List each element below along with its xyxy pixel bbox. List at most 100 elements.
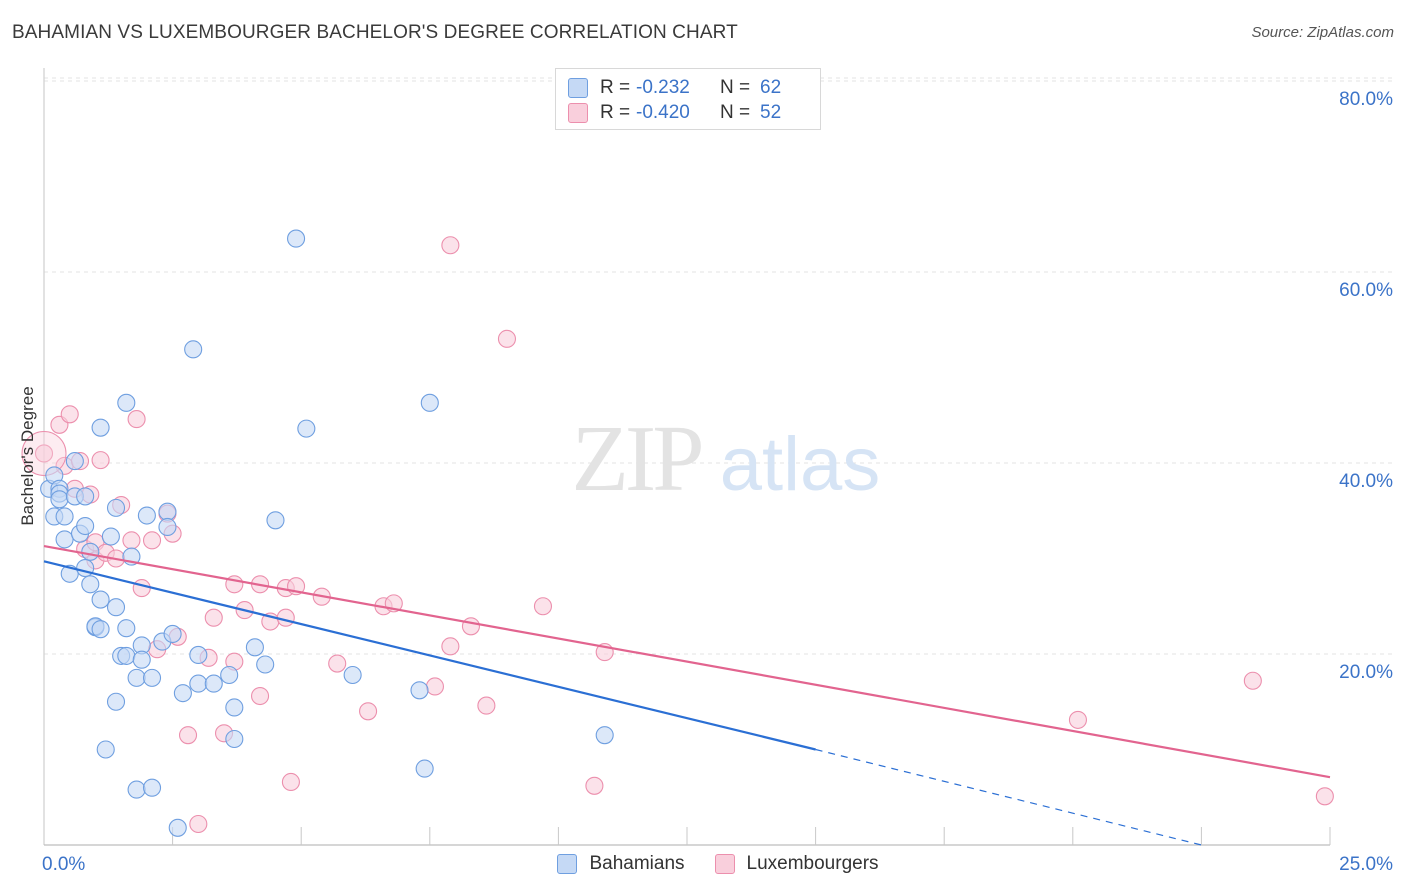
- point-bahamians: [220, 665, 239, 685]
- point-bahamians: [158, 517, 177, 537]
- point-luxembourgers: [178, 726, 198, 745]
- tick-labels: 20.0% 40.0% 60.0% 80.0% 0.0% 25.0%: [42, 89, 1393, 875]
- point-bahamians: [245, 638, 264, 657]
- n-label: N =: [720, 102, 751, 123]
- point-bahamians: [101, 527, 120, 546]
- point-luxembourgers: [250, 686, 270, 706]
- point-bahamians: [55, 530, 74, 549]
- legend-label-luxembourgers: Luxembourgers: [746, 853, 879, 874]
- point-bahamians: [106, 692, 126, 711]
- point-bahamians: [142, 778, 162, 797]
- point-bahamians: [142, 668, 162, 687]
- point-bahamians: [287, 229, 306, 248]
- watermark: ZIP atlas: [572, 407, 881, 511]
- point-bahamians: [137, 506, 156, 525]
- point-bahamians: [415, 759, 434, 778]
- point-bahamians: [127, 668, 146, 687]
- point-bahamians: [256, 655, 275, 674]
- point-bahamians: [189, 674, 208, 693]
- legend-label-bahamians: Bahamians: [589, 853, 685, 874]
- y-tick-label: 40.0%: [1339, 471, 1393, 492]
- r-value: -0.420: [636, 102, 690, 123]
- n-label: N =: [720, 77, 751, 98]
- stats-row-bahamians: R = -0.232 N = 62: [568, 76, 781, 100]
- blue-swatch: [568, 78, 588, 98]
- r-label: R =: [600, 102, 631, 123]
- point-luxembourgers-large: [21, 430, 67, 476]
- point-bahamians: [225, 729, 244, 749]
- point-bahamians: [184, 340, 203, 359]
- point-bahamians: [117, 393, 136, 412]
- point-luxembourgers: [127, 410, 146, 429]
- series-luxembourgers: [21, 236, 1334, 834]
- point-luxembourgers: [359, 702, 378, 721]
- point-bahamians: [189, 645, 208, 665]
- point-luxembourgers: [189, 814, 208, 834]
- point-bahamians: [81, 575, 100, 594]
- point-bahamians: [55, 507, 74, 526]
- point-luxembourgers: [533, 597, 553, 616]
- point-luxembourgers: [91, 451, 110, 470]
- trendlines: [43, 545, 1331, 846]
- point-luxembourgers: [132, 579, 151, 598]
- y-tick-label: 80.0%: [1339, 89, 1393, 110]
- point-bahamians: [168, 818, 187, 837]
- point-bahamians: [91, 418, 110, 437]
- point-luxembourgers: [497, 329, 517, 348]
- point-bahamians: [117, 646, 136, 665]
- point-luxembourgers: [34, 444, 54, 463]
- point-bahamians: [173, 684, 192, 703]
- point-bahamians: [76, 516, 95, 536]
- pink-swatch: [568, 103, 588, 123]
- point-bahamians: [163, 624, 182, 643]
- point-bahamians: [204, 674, 223, 693]
- chart-title: BAHAMIAN VS LUXEMBOURGER BACHELOR'S DEGR…: [12, 22, 738, 43]
- series-legend: Bahamians Luxembourgers: [0, 852, 1406, 876]
- source-label: Source: ZipAtlas.com: [1251, 24, 1394, 41]
- trendline-bahamians: [43, 560, 816, 751]
- point-bahamians: [595, 726, 614, 745]
- trendline-bahamians-extension: [815, 748, 1202, 846]
- point-bahamians: [132, 650, 151, 669]
- stats-legend: R = -0.232 N = 62 R = -0.420 N = 52: [555, 68, 821, 130]
- r-value: -0.232: [636, 77, 690, 98]
- point-luxembourgers: [441, 236, 460, 255]
- point-luxembourgers: [281, 772, 300, 792]
- point-bahamians: [225, 698, 244, 717]
- point-bahamians: [343, 665, 362, 685]
- point-bahamians: [81, 542, 100, 561]
- legend-item-bahamians: Bahamians: [557, 852, 685, 876]
- stats-row-luxembourgers: R = -0.420 N = 52: [568, 101, 781, 125]
- point-bahamians: [158, 502, 177, 521]
- point-bahamians: [106, 598, 126, 617]
- point-luxembourgers: [142, 531, 162, 550]
- point-bahamians: [410, 681, 429, 700]
- point-bahamians: [420, 393, 439, 412]
- n-value: 52: [760, 102, 782, 123]
- point-luxembourgers: [441, 637, 460, 656]
- x-tick-label: 0.0%: [42, 854, 85, 875]
- trendline-luxembourgers: [43, 545, 1331, 779]
- x-tick-label: 25.0%: [1339, 854, 1393, 875]
- blue-swatch: [557, 854, 578, 874]
- y-tick-label: 60.0%: [1339, 280, 1393, 301]
- point-luxembourgers: [60, 405, 79, 424]
- series-bahamians: [40, 229, 614, 837]
- point-bahamians: [91, 590, 110, 609]
- point-bahamians: [96, 740, 115, 759]
- point-luxembourgers: [461, 617, 481, 636]
- point-luxembourgers: [1243, 671, 1262, 690]
- point-bahamians: [266, 511, 285, 530]
- legend-item-luxembourgers: Luxembourgers: [714, 852, 879, 876]
- point-luxembourgers: [204, 608, 223, 627]
- point-bahamians: [127, 780, 146, 799]
- point-luxembourgers: [276, 608, 295, 627]
- point-luxembourgers: [328, 654, 347, 673]
- point-bahamians: [76, 558, 95, 578]
- point-bahamians: [106, 498, 126, 517]
- point-bahamians: [65, 452, 84, 471]
- point-luxembourgers: [1315, 787, 1334, 806]
- point-bahamians: [117, 619, 136, 638]
- point-bahamians: [91, 620, 110, 639]
